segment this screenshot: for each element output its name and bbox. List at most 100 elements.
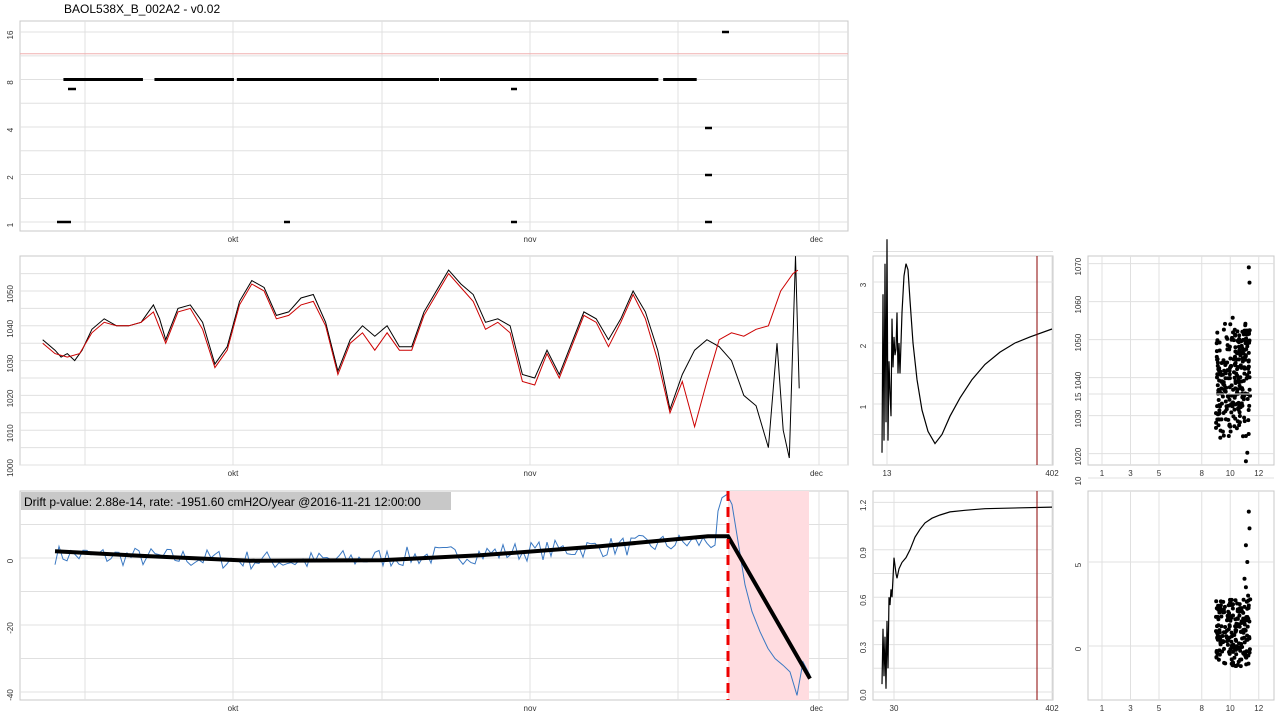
scatter-point (1242, 371, 1247, 376)
scatter-point (1219, 386, 1224, 391)
scatter-point (1242, 622, 1247, 627)
scatter-point (1214, 420, 1219, 425)
scatter-point (1229, 615, 1234, 620)
cumulative-line (881, 506, 1053, 689)
scatter-point (1218, 435, 1223, 440)
y-tick-label: 1050 (6, 285, 15, 303)
y-tick-label: 0 (6, 558, 15, 563)
scatter-point (1217, 411, 1222, 416)
scatter-point (1245, 633, 1250, 638)
scatter-point (1221, 411, 1226, 415)
y-tick-label: 0.6 (859, 594, 868, 606)
scatter-point (1236, 407, 1241, 412)
x-tick-label: 13 (883, 469, 892, 478)
series-line-red (42, 269, 799, 429)
scatter-point (1234, 644, 1239, 649)
x-tick-label: 1 (1100, 704, 1105, 713)
y-tick-label: 2 (6, 175, 15, 180)
scatter-point (1237, 404, 1242, 409)
scatter-point (1217, 348, 1222, 353)
scatter-point (1245, 637, 1250, 642)
x-tick-label: dec (810, 704, 823, 713)
scatter-point (1237, 641, 1241, 646)
chart-title: BAOL538X_B_002A2 - v0.02 (64, 2, 221, 16)
y-tick-label: -20 (6, 622, 15, 634)
scatter-point (1245, 560, 1250, 564)
scatter-point (1229, 410, 1234, 415)
scatter-point (1230, 606, 1235, 611)
y-tick-label: 0 (1074, 646, 1083, 651)
scatter-point (1221, 327, 1226, 332)
scatter-point (1242, 415, 1247, 420)
x-tick-label: 30 (890, 704, 899, 713)
scatter-point (1242, 366, 1247, 371)
scatter-point (1221, 610, 1225, 615)
scatter-point (1247, 526, 1252, 531)
scatter-point (1233, 345, 1238, 350)
scatter-point (1219, 373, 1224, 377)
scatter-point (1247, 375, 1252, 380)
scatter-point (1244, 654, 1248, 659)
scatter-point (1227, 423, 1232, 428)
x-tick-label: nov (524, 469, 537, 478)
scatter-point (1229, 393, 1234, 398)
scatter-point (1246, 509, 1251, 514)
scatter-point (1224, 335, 1229, 340)
scatter-point (1215, 624, 1219, 629)
scatter-point (1227, 397, 1232, 402)
x-tick-label: okt (228, 704, 239, 713)
scatter-point (1238, 386, 1243, 391)
drift-fit-line (54, 534, 812, 680)
scatter-point (1245, 624, 1250, 629)
scatter-point (1215, 372, 1220, 377)
scatter-point (1246, 358, 1251, 363)
scatter-point (1217, 417, 1222, 422)
scatter-point (1218, 642, 1223, 647)
scatter-point (1228, 322, 1233, 327)
scatter-point (1231, 338, 1236, 343)
scatter-point (1233, 617, 1238, 622)
scatter-point (1246, 606, 1251, 610)
x-tick-label: 12 (1254, 469, 1263, 478)
scatter-point (1230, 660, 1235, 665)
scatter-point (1225, 618, 1229, 623)
scatter-point (1232, 370, 1236, 375)
scatter-point (1223, 376, 1228, 381)
scatter-point (1235, 387, 1239, 392)
scatter-point (1237, 348, 1242, 353)
scatter-point (1243, 459, 1248, 464)
y-tick-label: 5 (1074, 562, 1083, 567)
scatter-point (1247, 387, 1252, 392)
y-tick-label: 1030 (6, 354, 15, 372)
scatter-point (1214, 425, 1218, 430)
scatter-point (1233, 624, 1238, 629)
scatter-point (1223, 371, 1228, 376)
y-tick-label: 8 (6, 80, 15, 85)
scatter-point (1241, 434, 1245, 439)
x-tick-label: 402 (1045, 469, 1059, 478)
scatter-point (1223, 417, 1228, 422)
scatter-point (1215, 357, 1220, 362)
scatter-point (1230, 602, 1235, 607)
x-tick-label: 8 (1200, 469, 1205, 478)
scatter-point (1240, 359, 1245, 364)
y-tick-label: 0.0 (859, 689, 868, 701)
y-tick-label: 3 (859, 282, 868, 287)
scatter-point (1246, 265, 1251, 270)
scatter-point (1243, 585, 1248, 590)
scatter-point (1235, 367, 1240, 372)
scatter-point (1238, 375, 1243, 380)
y-tick-label: 1040 (6, 319, 15, 337)
scatter-point (1242, 419, 1247, 424)
scatter-point (1241, 610, 1246, 615)
series-line-black (42, 256, 800, 459)
scatter-point (1224, 634, 1229, 639)
scatter-point (1237, 380, 1242, 385)
x-tick-label: dec (810, 235, 823, 244)
scatter-point (1215, 635, 1220, 640)
scatter-point (1229, 630, 1234, 635)
x-tick-label: nov (524, 704, 537, 713)
x-tick-label: 3 (1128, 704, 1133, 713)
scatter-point (1244, 649, 1249, 654)
